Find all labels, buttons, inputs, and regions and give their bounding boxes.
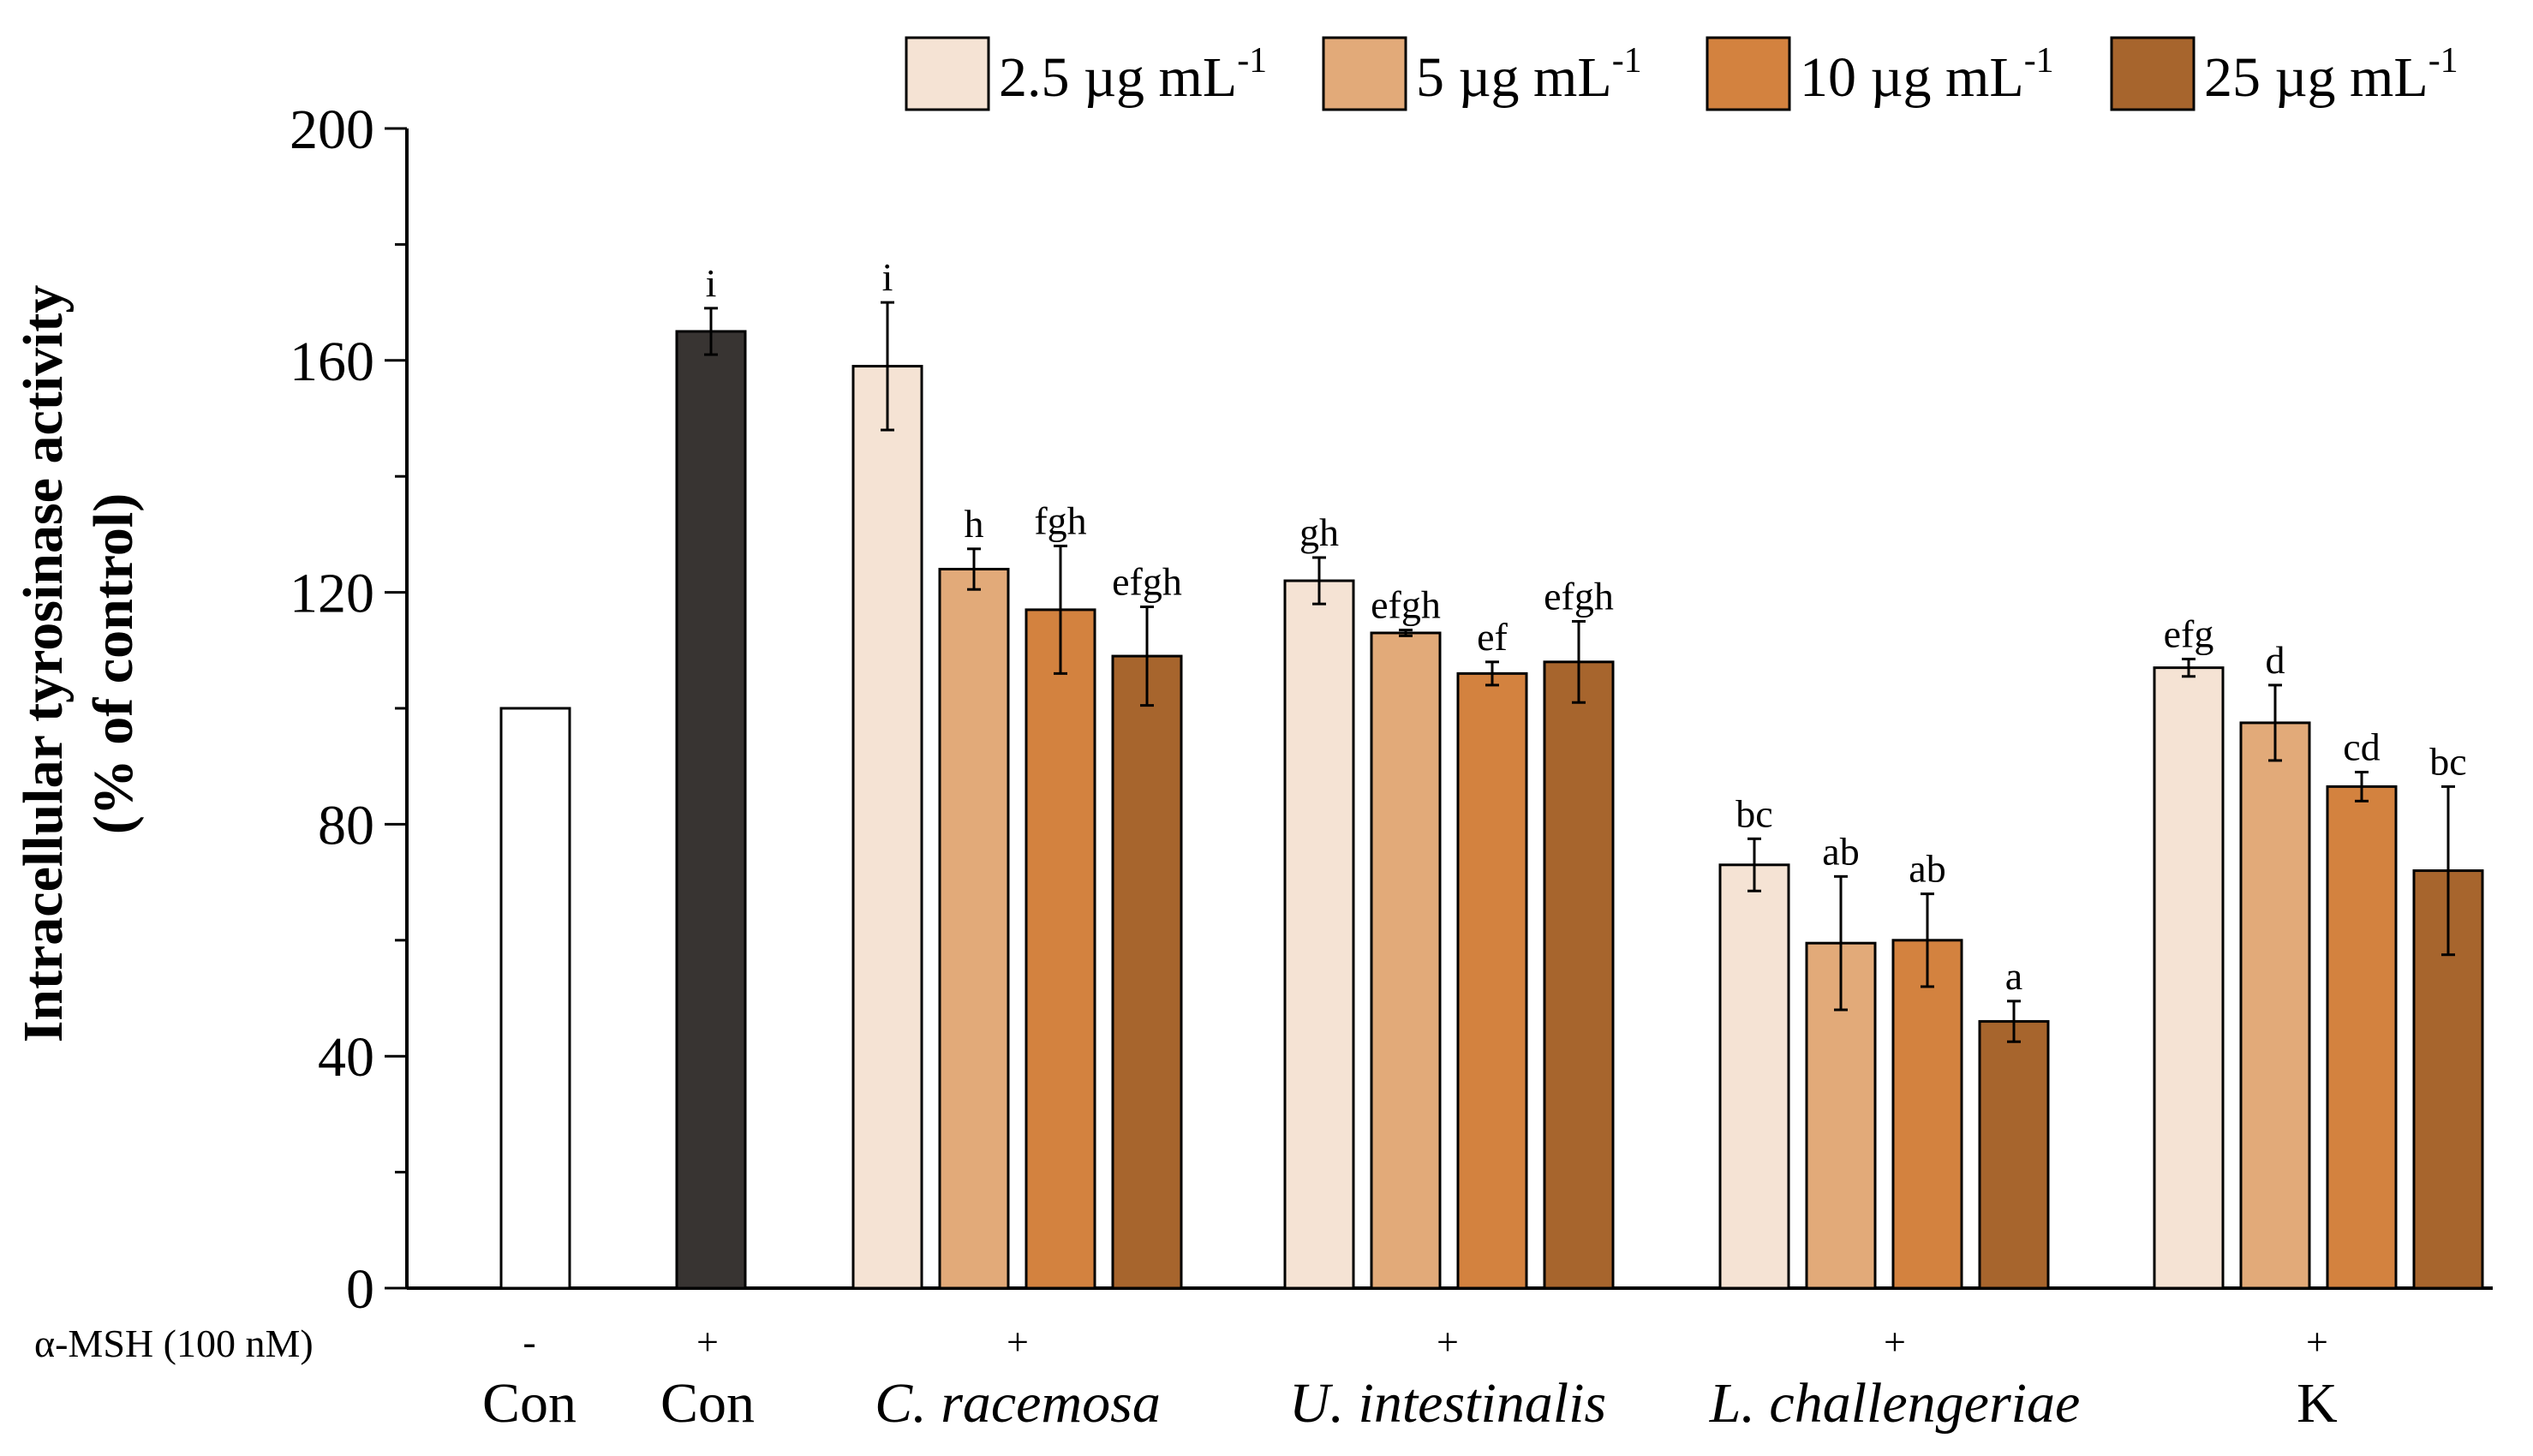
treatment-row-label: α-MSH (100 nM) bbox=[34, 1322, 314, 1365]
legend: 2.5 µg mL-1 5 µg mL-1 10 µg mL-1 25 µg mL-1 bbox=[905, 36, 2458, 111]
legend-swatch bbox=[1322, 36, 1407, 111]
legend-label-text: 5 µg mL bbox=[1416, 46, 1612, 109]
significance-letter: efgh bbox=[1112, 560, 1182, 604]
bar bbox=[2239, 721, 2311, 1290]
legend-label-text: 10 µg mL bbox=[1800, 46, 2024, 109]
y-axis-title-line1: Intracellular tyrosinase activity bbox=[12, 285, 75, 1043]
significance-letter: fgh bbox=[1034, 498, 1086, 542]
significance-letter: bc bbox=[2429, 739, 2466, 783]
legend-label: 5 µg mL-1 bbox=[1416, 41, 1642, 109]
bar bbox=[1978, 1020, 2050, 1290]
msh-sign: + bbox=[1437, 1320, 1459, 1364]
category-label: U. intestinalis bbox=[1289, 1372, 1606, 1435]
bar bbox=[1370, 631, 1442, 1290]
bar bbox=[1891, 939, 1963, 1290]
category-label: C. racemosa bbox=[875, 1372, 1161, 1435]
legend-label: 25 µg mL-1 bbox=[2204, 41, 2458, 109]
significance-letter: efgh bbox=[1371, 583, 1441, 627]
significance-letter: ef bbox=[1477, 615, 1508, 659]
significance-letter: d bbox=[2266, 638, 2285, 682]
significance-letter: ab bbox=[1909, 847, 1945, 891]
y-tick-label: 160 bbox=[290, 331, 374, 393]
category-label: Con bbox=[660, 1372, 755, 1435]
bar bbox=[2326, 785, 2398, 1290]
bar bbox=[1111, 654, 1183, 1290]
msh-sign: + bbox=[1007, 1320, 1029, 1364]
significance-letter: gh bbox=[1299, 510, 1339, 554]
significance-letter: bc bbox=[1735, 791, 1772, 835]
y-tick-label: 120 bbox=[290, 563, 374, 625]
bar bbox=[499, 707, 571, 1290]
bar bbox=[1718, 863, 1790, 1290]
bar bbox=[1283, 579, 1355, 1290]
significance-letter: cd bbox=[2343, 725, 2380, 768]
bar bbox=[1543, 660, 1615, 1290]
msh-sign: - bbox=[523, 1320, 535, 1364]
legend-swatch bbox=[905, 36, 990, 111]
legend-label-superscript: -1 bbox=[2428, 41, 2458, 81]
msh-sign: + bbox=[2306, 1320, 2328, 1364]
category-label: K bbox=[2297, 1372, 2338, 1435]
msh-sign: + bbox=[1884, 1320, 1906, 1364]
y-tick-label: 0 bbox=[346, 1258, 374, 1321]
significance-letter: ab bbox=[1822, 829, 1859, 873]
y-axis-title-line2: (% of control) bbox=[82, 493, 145, 834]
bar bbox=[851, 365, 923, 1290]
y-tick-label: 40 bbox=[318, 1026, 374, 1089]
y-axis-title: Intracellular tyrosinase activity (% of c… bbox=[12, 285, 145, 1043]
significance-letter: efgh bbox=[1544, 574, 1614, 618]
msh-sign: + bbox=[696, 1320, 719, 1364]
legend-swatch bbox=[1706, 36, 1791, 111]
bar bbox=[2153, 666, 2225, 1290]
category-label: Con bbox=[482, 1372, 576, 1435]
significance-letter: i bbox=[882, 255, 893, 299]
legend-label-superscript: -1 bbox=[1612, 41, 1642, 81]
y-tick-label: 80 bbox=[318, 794, 374, 856]
bar bbox=[1456, 671, 1528, 1290]
legend-label: 2.5 µg mL-1 bbox=[999, 41, 1267, 109]
legend-label-superscript: -1 bbox=[2024, 41, 2054, 81]
significance-letter: efg bbox=[2164, 612, 2214, 655]
legend-label-superscript: -1 bbox=[1237, 41, 1267, 81]
x-labels: α-MSH (100 nM) - Con + Con + C. racemosa + U. in… bbox=[34, 1320, 2338, 1435]
category-label: L. challengeriae bbox=[1709, 1372, 2081, 1435]
legend-label-text: 25 µg mL bbox=[2204, 46, 2428, 109]
bar bbox=[1025, 608, 1096, 1290]
y-tick-label: 200 bbox=[290, 98, 374, 161]
legend-label: 10 µg mL-1 bbox=[1800, 41, 2054, 109]
bar bbox=[675, 330, 747, 1290]
significance-letter: a bbox=[2005, 954, 2022, 998]
significance-letter: h bbox=[965, 502, 984, 546]
bar bbox=[938, 568, 1010, 1290]
y-axis: 0 40 80 120 160 200 Intracellular tyrosinase a… bbox=[12, 98, 2493, 1321]
legend-label-text: 2.5 µg mL bbox=[999, 46, 1237, 109]
significance-letter: i bbox=[706, 261, 717, 305]
legend-swatch bbox=[2110, 36, 2195, 111]
